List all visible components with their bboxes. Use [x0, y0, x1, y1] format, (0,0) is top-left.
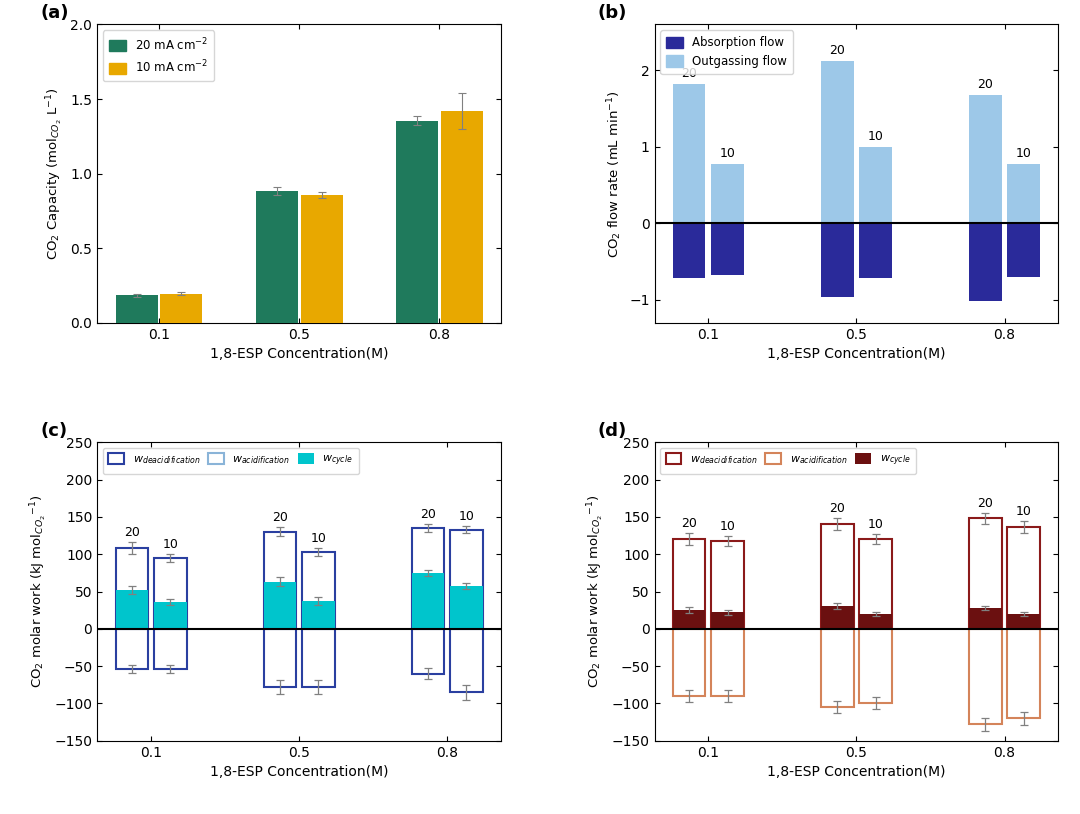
Text: 20: 20: [681, 518, 697, 531]
Bar: [969, 608, 1001, 629]
Bar: [396, 120, 437, 323]
X-axis label: 1,8-ESP Concentration(M): 1,8-ESP Concentration(M): [767, 348, 946, 361]
Bar: [441, 111, 483, 323]
Text: 10: 10: [459, 510, 474, 523]
Bar: [712, 164, 744, 223]
Text: 20: 20: [977, 497, 994, 510]
Bar: [450, 586, 483, 629]
Bar: [673, 540, 705, 629]
Legend: 20 mA cm$^{-2}$, 10 mA cm$^{-2}$: 20 mA cm$^{-2}$, 10 mA cm$^{-2}$: [103, 30, 214, 81]
Text: (c): (c): [41, 422, 68, 440]
Bar: [673, 84, 705, 223]
Bar: [154, 602, 187, 629]
Bar: [860, 540, 892, 629]
Bar: [411, 629, 444, 674]
Bar: [411, 528, 444, 629]
Text: (d): (d): [598, 422, 627, 440]
Bar: [860, 614, 892, 629]
Text: (b): (b): [598, 4, 627, 23]
Bar: [969, 223, 1001, 301]
Y-axis label: CO$_2$ flow rate (mL min$^{-1}$): CO$_2$ flow rate (mL min$^{-1}$): [605, 90, 623, 257]
X-axis label: 1,8-ESP Concentration(M): 1,8-ESP Concentration(M): [767, 765, 946, 779]
Text: 20: 20: [829, 44, 846, 57]
Bar: [154, 558, 187, 629]
Text: 20: 20: [124, 527, 139, 540]
Bar: [860, 147, 892, 223]
Bar: [673, 223, 705, 278]
Bar: [1008, 629, 1040, 719]
Y-axis label: CO$_2$ molar work (kJ mol$_{CO_2}$$^{-1}$): CO$_2$ molar work (kJ mol$_{CO_2}$$^{-1}…: [28, 495, 49, 688]
Bar: [264, 582, 296, 629]
Bar: [821, 524, 853, 629]
Bar: [1008, 223, 1040, 277]
Bar: [821, 606, 853, 629]
Text: 20: 20: [977, 78, 994, 91]
Bar: [300, 195, 342, 323]
Bar: [116, 549, 148, 629]
Bar: [116, 590, 148, 629]
Text: 10: 10: [162, 538, 178, 551]
Text: 10: 10: [1016, 147, 1031, 160]
Bar: [161, 294, 202, 323]
X-axis label: 1,8-ESP Concentration(M): 1,8-ESP Concentration(M): [210, 348, 389, 361]
Legend: Absorption flow, Outgassing flow: Absorption flow, Outgassing flow: [661, 30, 793, 74]
Bar: [673, 629, 705, 696]
Bar: [116, 629, 148, 669]
Text: 10: 10: [867, 518, 883, 531]
Bar: [302, 629, 335, 687]
Bar: [821, 223, 853, 297]
Text: 10: 10: [719, 519, 735, 532]
Text: 20: 20: [272, 511, 288, 524]
Bar: [450, 530, 483, 629]
Text: 20: 20: [829, 502, 846, 515]
Bar: [411, 573, 444, 629]
Bar: [264, 532, 296, 629]
Bar: [154, 629, 187, 669]
Bar: [450, 629, 483, 692]
Bar: [264, 629, 296, 687]
Text: (a): (a): [41, 4, 69, 23]
Text: 10: 10: [310, 532, 326, 545]
Text: 20: 20: [420, 509, 436, 522]
Bar: [860, 223, 892, 278]
Bar: [1008, 527, 1040, 629]
Bar: [712, 612, 744, 629]
Bar: [712, 540, 744, 629]
Bar: [821, 629, 853, 707]
Bar: [969, 629, 1001, 724]
Bar: [821, 61, 853, 223]
Bar: [969, 519, 1001, 629]
Bar: [1008, 164, 1040, 223]
Bar: [1008, 614, 1040, 629]
X-axis label: 1,8-ESP Concentration(M): 1,8-ESP Concentration(M): [210, 765, 389, 779]
Bar: [302, 602, 335, 629]
Bar: [969, 94, 1001, 223]
Legend: $w_{deacidification}$, $w_{acidification}$, $w_{cycle}$: $w_{deacidification}$, $w_{acidification…: [660, 448, 916, 474]
Bar: [673, 610, 705, 629]
Text: 20: 20: [681, 68, 697, 81]
Bar: [256, 190, 298, 323]
Bar: [712, 629, 744, 696]
Y-axis label: CO$_2$ molar work (kJ mol$_{CO_2}$$^{-1}$): CO$_2$ molar work (kJ mol$_{CO_2}$$^{-1}…: [586, 495, 606, 688]
Text: 10: 10: [867, 130, 883, 143]
Bar: [116, 295, 158, 323]
Y-axis label: CO$_2$ Capacity (mol$_{CO_2}$ L$^{-1}$): CO$_2$ Capacity (mol$_{CO_2}$ L$^{-1}$): [44, 87, 65, 260]
Bar: [712, 223, 744, 275]
Legend: $w_{deacidification}$, $w_{acidification}$, $w_{cycle}$: $w_{deacidification}$, $w_{acidification…: [103, 448, 359, 474]
Text: 10: 10: [719, 147, 735, 160]
Text: 10: 10: [1016, 505, 1031, 518]
Bar: [302, 552, 335, 629]
Bar: [860, 629, 892, 703]
